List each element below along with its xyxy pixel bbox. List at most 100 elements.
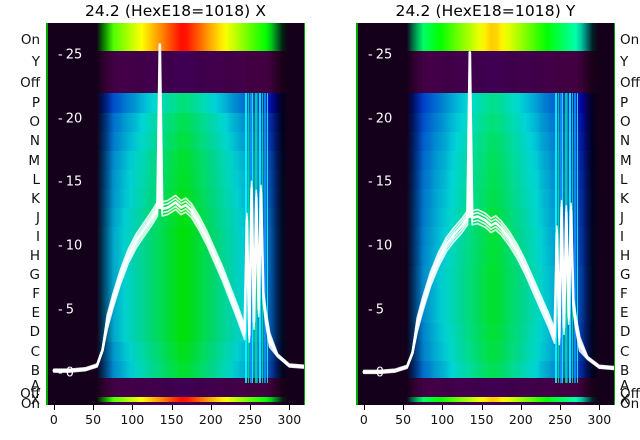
y-tick-label: -20 xyxy=(368,111,393,126)
category-label: I xyxy=(620,228,624,245)
x-tick-mark xyxy=(599,405,601,410)
heatmap-band xyxy=(356,72,615,94)
x-tick-label: 200 xyxy=(198,412,223,427)
x-tick-label: 0 xyxy=(359,412,368,427)
category-label: M xyxy=(28,152,40,169)
x-tick-mark xyxy=(53,405,55,410)
category-label: P xyxy=(620,95,629,112)
x-axis-left: 0 50 100 150 200 250 300 xyxy=(46,405,305,440)
category-label: F xyxy=(620,286,628,303)
heatmap-band xyxy=(46,150,305,171)
x-tick-mark xyxy=(481,405,483,410)
axis-spine xyxy=(613,23,615,405)
category-label: X xyxy=(30,391,40,408)
x-tick-label: 150 xyxy=(159,412,184,427)
category-label: On xyxy=(20,395,40,412)
x-tick-mark xyxy=(93,405,95,410)
heatmap-band xyxy=(46,131,305,151)
heatmap-band xyxy=(46,378,305,390)
heatmap-band xyxy=(356,93,615,113)
category-label: J xyxy=(620,209,624,226)
heatmap-band xyxy=(46,72,305,94)
heatmap-band xyxy=(356,131,615,151)
category-label: Off xyxy=(20,74,40,91)
category-label: N xyxy=(620,133,631,150)
category-label: Y xyxy=(31,54,40,71)
category-label: On xyxy=(620,31,640,48)
y-tick-label: -20 xyxy=(58,111,83,126)
category-label: K xyxy=(31,190,40,207)
category-label: F xyxy=(32,286,40,303)
category-label: M xyxy=(620,152,632,169)
category-label: Off xyxy=(20,385,40,402)
heatmap-band xyxy=(356,341,615,362)
category-label: I xyxy=(36,228,40,245)
heatmap-band xyxy=(46,112,305,132)
category-label: D xyxy=(29,324,40,341)
overlay-trace xyxy=(52,43,305,373)
x-tick-label: 300 xyxy=(587,412,612,427)
heatmap-striation xyxy=(264,93,267,384)
category-label: G xyxy=(29,267,40,284)
category-label: O xyxy=(29,114,40,131)
category-label: E xyxy=(620,305,629,322)
category-axis-right: On Y Off P O N M L K J I H G F E D C B A Off X On xyxy=(616,23,640,412)
heatmap-band xyxy=(46,246,305,266)
category-label: On xyxy=(20,31,40,48)
heatmap-band xyxy=(356,246,615,266)
x-tick-mark xyxy=(210,405,212,410)
heatmap-band xyxy=(356,170,615,190)
category-label: N xyxy=(29,133,40,150)
heatmap-striation xyxy=(266,93,268,384)
y-tick-label: -5 xyxy=(368,302,384,317)
heatmap-band xyxy=(356,23,615,51)
panel-title-right: 24.2 (HexE18=1018) Y xyxy=(395,2,576,20)
x-tick-mark xyxy=(560,405,562,410)
category-label: E xyxy=(31,305,40,322)
category-label: C xyxy=(620,343,630,360)
x-tick-label: 300 xyxy=(277,412,302,427)
heatmap-band xyxy=(46,396,305,402)
y-tick-label: -25 xyxy=(368,47,393,63)
x-tick-label: 200 xyxy=(508,412,533,427)
category-label: On xyxy=(620,395,640,412)
category-label: H xyxy=(620,248,631,265)
x-tick-label: 100 xyxy=(430,412,455,427)
category-label: H xyxy=(29,248,40,265)
category-label: L xyxy=(32,171,40,188)
category-label: A xyxy=(620,377,630,394)
category-label: X xyxy=(620,391,630,408)
heatmap-band xyxy=(356,51,615,73)
x-tick-label: 100 xyxy=(120,412,145,427)
y-tick-label: -5 xyxy=(58,302,74,317)
heatmap-band xyxy=(46,170,305,190)
heatmap-panel-right[interactable]: -0 -5 -10 -15 -20 -25 xyxy=(356,23,615,405)
heatmap-band xyxy=(46,93,305,113)
heatmap-panel-left[interactable]: -0 -5 -10 -15 -20 -25 xyxy=(46,23,305,405)
x-tick-label: 250 xyxy=(548,412,572,427)
x-tick-mark xyxy=(403,405,405,410)
y-tick-label: -0 xyxy=(368,365,384,381)
heatmap-band xyxy=(356,396,615,402)
x-tick-label: 0 xyxy=(49,412,58,427)
heatmap-band xyxy=(46,341,305,362)
category-label: G xyxy=(620,267,631,284)
heatmap-band xyxy=(46,389,305,397)
heatmap-band xyxy=(356,189,615,209)
axis-spine xyxy=(46,23,48,405)
category-label: C xyxy=(30,343,40,360)
heatmap-band xyxy=(356,227,615,247)
x-tick-mark xyxy=(171,405,173,410)
category-label: Off xyxy=(620,385,640,402)
heatmap-band xyxy=(356,401,615,405)
y-tick-label: -25 xyxy=(58,47,83,63)
heatmap-band xyxy=(356,361,615,379)
y-tick-label: -0 xyxy=(58,365,74,381)
heatmap-band xyxy=(46,51,305,73)
x-tick-mark xyxy=(250,405,252,410)
y-tick-label: -10 xyxy=(58,238,83,254)
y-tick-label: -15 xyxy=(58,174,83,190)
x-axis-right: 0 50 100 150 200 250 300 xyxy=(356,405,615,440)
heatmap-band xyxy=(46,361,305,379)
